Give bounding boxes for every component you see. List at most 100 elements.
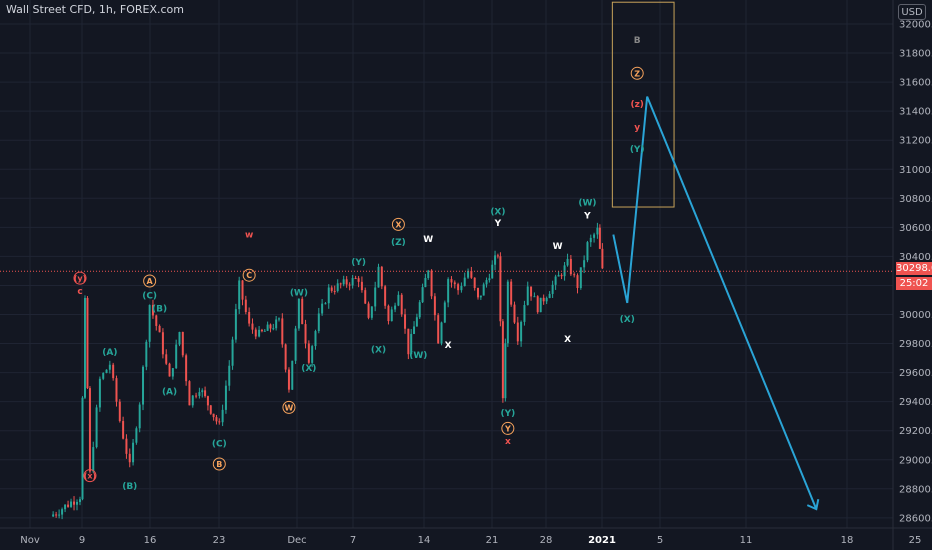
- wave-label-circle: [143, 274, 157, 288]
- candle-body: [554, 276, 557, 285]
- x-tick-label: 2021: [588, 535, 616, 546]
- candle-body: [463, 277, 466, 286]
- candle-body: [81, 397, 84, 500]
- y-tick-label: 29800.0: [899, 339, 932, 350]
- candle-body: [269, 324, 272, 329]
- x-tick-label: 7: [350, 535, 356, 546]
- candle-body: [108, 364, 111, 370]
- wave-label: w: [245, 231, 253, 241]
- wave-label: Y: [494, 219, 502, 229]
- candle-body: [201, 390, 204, 393]
- candle-body: [254, 329, 257, 337]
- candle-body: [321, 303, 324, 314]
- candle-body: [204, 390, 207, 397]
- candle-body: [533, 296, 536, 298]
- x-tick-label: 14: [418, 535, 431, 546]
- candle-body: [364, 290, 367, 304]
- wave-label: (X): [371, 345, 386, 355]
- currency-button[interactable]: USD: [898, 4, 926, 20]
- wave-label: B: [216, 460, 222, 469]
- wave-label: W: [285, 403, 294, 412]
- candle-body: [311, 346, 314, 363]
- wave-label: (Y): [351, 258, 366, 268]
- wave-label: (Y): [500, 409, 515, 419]
- candle-body: [397, 294, 400, 306]
- candle-body: [228, 365, 231, 386]
- x-tick-label: 23: [213, 535, 226, 546]
- candle-body: [482, 284, 485, 296]
- candle-body: [221, 409, 224, 423]
- candle-body: [231, 339, 234, 366]
- countdown-tag: 25:02: [896, 277, 932, 290]
- candle-body: [234, 309, 237, 340]
- wave-label: W: [423, 235, 433, 245]
- y-tick-label: 30400.0: [899, 252, 932, 263]
- candle-body: [421, 287, 424, 303]
- candle-body: [128, 453, 131, 463]
- x-tick-label: 21: [486, 535, 499, 546]
- wave-label: (x): [84, 472, 96, 481]
- candle-body: [209, 405, 212, 414]
- candle-body: [374, 287, 377, 307]
- y-tick-label: 29400.0: [899, 397, 932, 408]
- candle-body: [212, 413, 215, 418]
- x-tick-label: 11: [740, 535, 753, 546]
- candle-body: [55, 514, 58, 516]
- candle-body: [506, 281, 509, 344]
- wave-label: (C): [142, 292, 157, 302]
- y-tick-label: 30800.0: [899, 194, 932, 205]
- y-tick-label: 31400.0: [899, 107, 932, 118]
- candle-body: [598, 227, 601, 249]
- candle-body: [536, 296, 539, 313]
- candle-body: [460, 285, 463, 291]
- candle-body: [244, 299, 247, 313]
- candle-body: [360, 281, 363, 291]
- candle-body: [151, 304, 154, 316]
- candle-body: [586, 242, 589, 261]
- wave-label: (Z): [391, 238, 406, 248]
- candle-body: [73, 501, 76, 505]
- wave-label: C: [246, 271, 252, 280]
- candle-body: [241, 280, 244, 300]
- candle-body: [317, 313, 320, 332]
- candle-body: [206, 396, 209, 406]
- y-tick-label: 32000.0: [899, 20, 932, 31]
- wave-label: (X): [301, 364, 316, 374]
- candle-body: [251, 323, 254, 330]
- candle-body: [118, 401, 121, 422]
- candle-body: [142, 366, 145, 405]
- candle-body: [339, 283, 342, 285]
- wave-label-circle: [242, 268, 256, 282]
- candle-body: [238, 280, 241, 310]
- candle-body: [345, 279, 348, 285]
- candle-body: [342, 279, 345, 285]
- candle-body: [450, 279, 453, 283]
- candle-body: [443, 302, 446, 323]
- candle-body: [440, 322, 443, 344]
- x-tick-label: Nov: [20, 535, 40, 546]
- candle-body: [348, 284, 351, 286]
- wave-label: (B): [152, 305, 167, 315]
- candle-body: [105, 369, 108, 373]
- y-tick-label: 31200.0: [899, 136, 932, 147]
- wave-label: (W): [578, 199, 596, 209]
- candle-body: [557, 275, 560, 277]
- candle-body: [377, 266, 380, 288]
- candle-body: [287, 369, 290, 390]
- candle-body: [297, 298, 300, 329]
- x-tick-label: 16: [144, 535, 157, 546]
- candle-body: [168, 363, 171, 377]
- candle-body: [390, 309, 393, 322]
- candle-body: [67, 504, 70, 507]
- candle-body: [367, 303, 370, 318]
- candle-body: [479, 295, 482, 298]
- candle-body: [327, 287, 330, 304]
- wave-label: (X): [620, 315, 635, 325]
- candle-body: [198, 392, 201, 396]
- candle-body: [430, 270, 433, 297]
- candle-body: [64, 504, 67, 510]
- candle-body: [453, 282, 456, 285]
- candle-body: [248, 312, 251, 324]
